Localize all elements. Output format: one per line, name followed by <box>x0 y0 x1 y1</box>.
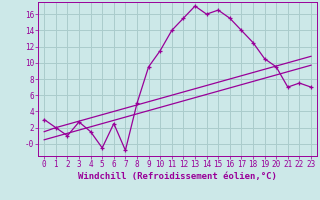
X-axis label: Windchill (Refroidissement éolien,°C): Windchill (Refroidissement éolien,°C) <box>78 172 277 181</box>
